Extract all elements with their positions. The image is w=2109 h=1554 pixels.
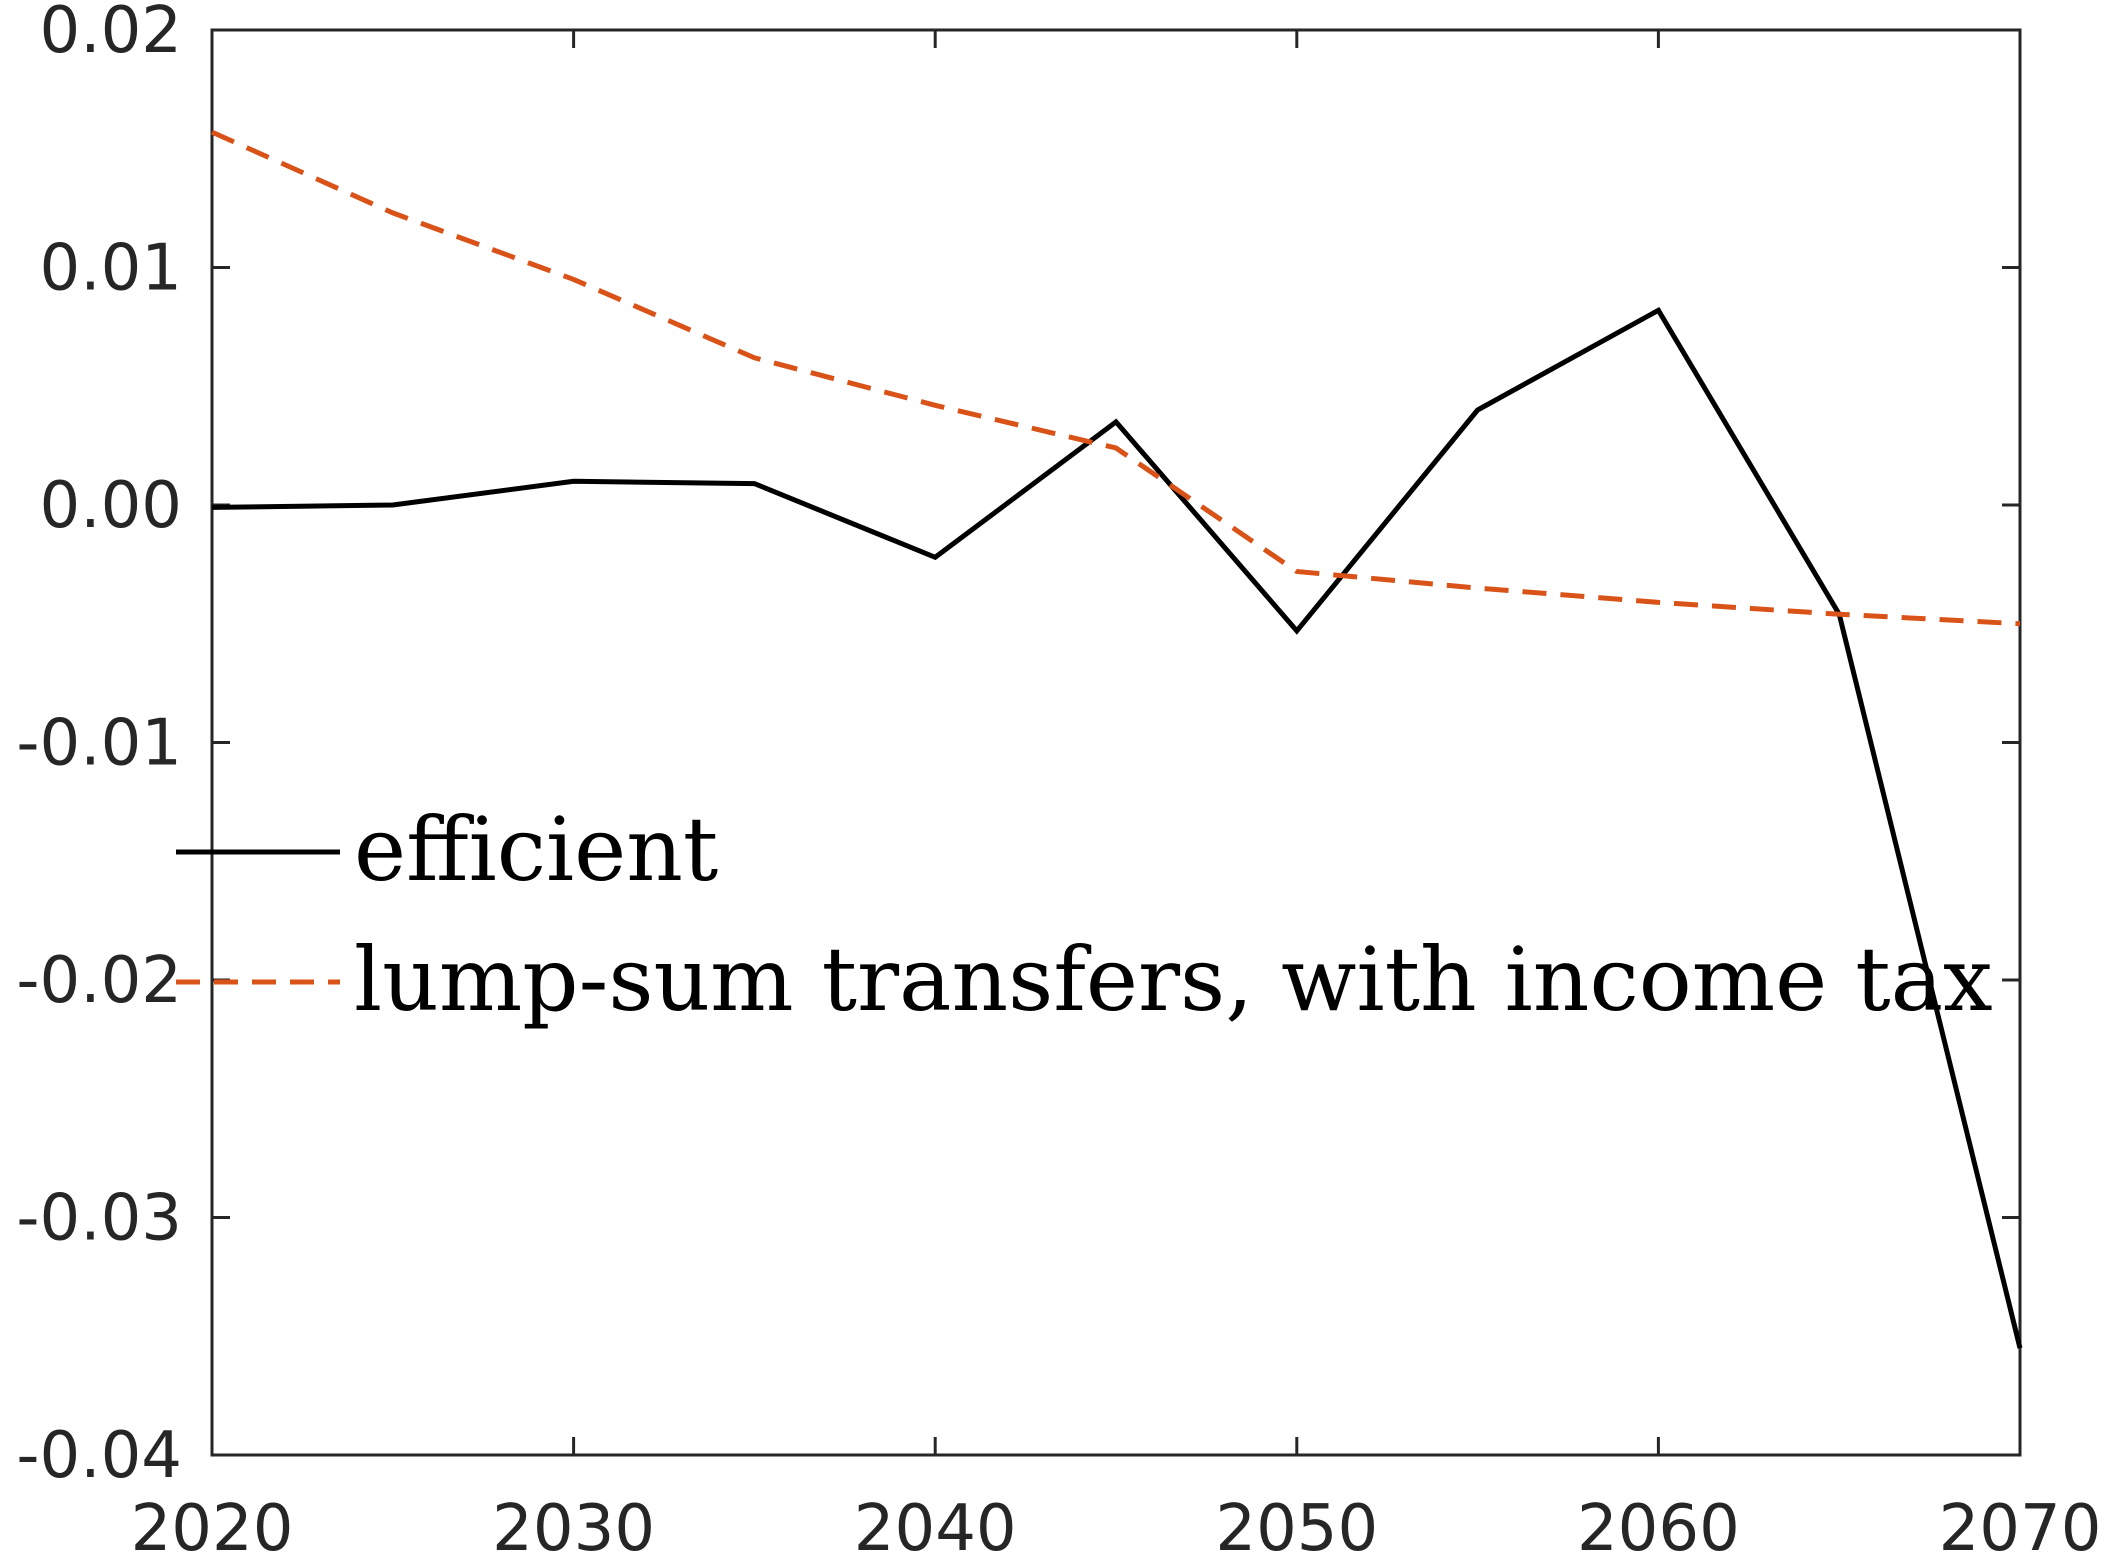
- y-ticks: 0.02 0.01 0.00 -0.01 -0.02 -0.03 -0.04: [16, 0, 2020, 1493]
- x-tick-label: 2020: [131, 1492, 294, 1554]
- legend: efficient lump-sum transfers, with incom…: [176, 798, 1993, 1031]
- series-line-lump-sum: [210, 129, 2021, 627]
- axes: 2020 2030 2040 2050 2060 2070 0.02 0.01 0.00 -0.…: [16, 0, 2101, 1554]
- series-lines: [210, 129, 2023, 1349]
- y-tick-label: -0.02: [16, 944, 182, 1018]
- x-tick-label: 2060: [1577, 1492, 1740, 1554]
- y-tick-label: 0.00: [40, 469, 183, 543]
- legend-label-lump-sum: lump-sum transfers, with income tax: [354, 928, 1993, 1031]
- x-tick-label: 2040: [854, 1492, 1017, 1554]
- x-tick-label: 2070: [1939, 1492, 2102, 1554]
- y-tick-label: -0.04: [16, 1419, 182, 1493]
- x-tick-label: 2050: [1215, 1492, 1378, 1554]
- y-tick-label: -0.03: [16, 1182, 182, 1256]
- y-tick-label: 0.02: [40, 0, 183, 68]
- x-ticks: 2020 2030 2040 2050 2060 2070: [131, 30, 2102, 1554]
- y-tick-label: -0.01: [16, 707, 182, 781]
- legend-label-efficient: efficient: [354, 798, 718, 901]
- y-tick-label: 0.01: [40, 232, 183, 306]
- x-tick-label: 2030: [492, 1492, 655, 1554]
- series-line-efficient: [211, 306, 2023, 1349]
- plot-area-border: [210, 28, 2022, 1457]
